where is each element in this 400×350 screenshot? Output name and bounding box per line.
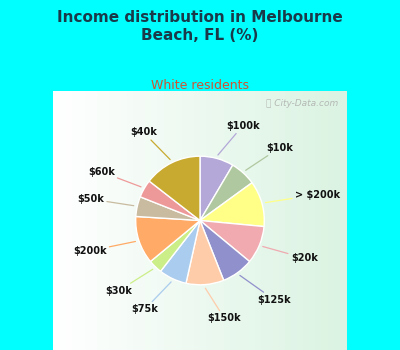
Text: $100k: $100k <box>218 121 260 155</box>
Bar <box>164 86 170 350</box>
Text: $125k: $125k <box>240 275 291 305</box>
Bar <box>54 86 60 350</box>
Bar <box>66 86 72 350</box>
Bar <box>297 86 303 350</box>
Bar <box>145 86 152 350</box>
Bar <box>267 86 273 350</box>
Bar <box>261 86 267 350</box>
Bar <box>279 86 285 350</box>
Wedge shape <box>160 220 200 283</box>
Bar <box>170 86 176 350</box>
Bar <box>248 86 255 350</box>
Wedge shape <box>140 181 200 220</box>
Text: Income distribution in Melbourne
Beach, FL (%): Income distribution in Melbourne Beach, … <box>57 10 343 43</box>
Bar <box>334 86 340 350</box>
Bar <box>127 86 133 350</box>
Bar <box>194 86 200 350</box>
Text: $50k: $50k <box>77 194 134 206</box>
Bar <box>315 86 322 350</box>
Bar <box>121 86 127 350</box>
Bar <box>97 86 103 350</box>
Bar <box>236 86 242 350</box>
Text: > $200k: > $200k <box>266 190 340 203</box>
Bar <box>346 86 352 350</box>
Wedge shape <box>136 216 200 261</box>
Wedge shape <box>200 183 264 226</box>
Wedge shape <box>136 197 200 220</box>
Bar <box>255 86 261 350</box>
Text: $20k: $20k <box>263 246 318 263</box>
Bar <box>328 86 334 350</box>
Bar <box>218 86 224 350</box>
Bar <box>60 86 66 350</box>
Bar <box>139 86 145 350</box>
Wedge shape <box>200 165 252 220</box>
Bar <box>182 86 188 350</box>
Text: White residents: White residents <box>151 79 249 92</box>
Bar <box>285 86 291 350</box>
Bar <box>303 86 309 350</box>
Text: $200k: $200k <box>73 241 136 256</box>
Text: $30k: $30k <box>105 269 153 296</box>
Bar <box>133 86 139 350</box>
Text: $60k: $60k <box>88 167 141 187</box>
Bar <box>109 86 115 350</box>
Bar <box>103 86 109 350</box>
Bar <box>309 86 315 350</box>
Text: $10k: $10k <box>246 143 293 170</box>
Bar <box>322 86 328 350</box>
Text: $75k: $75k <box>131 282 171 314</box>
Bar <box>158 86 164 350</box>
Bar <box>200 86 206 350</box>
Bar <box>176 86 182 350</box>
Wedge shape <box>150 220 200 271</box>
Bar <box>91 86 97 350</box>
Bar <box>340 86 346 350</box>
Bar <box>48 86 54 350</box>
Text: $150k: $150k <box>205 288 241 323</box>
Bar <box>242 86 248 350</box>
Text: ⓘ City-Data.com: ⓘ City-Data.com <box>266 99 338 108</box>
Bar <box>152 86 158 350</box>
Bar <box>72 86 78 350</box>
Bar <box>291 86 297 350</box>
Text: $40k: $40k <box>130 127 170 160</box>
Bar <box>224 86 230 350</box>
Wedge shape <box>200 220 264 261</box>
Bar <box>212 86 218 350</box>
Bar <box>230 86 236 350</box>
Bar <box>78 86 85 350</box>
Bar <box>273 86 279 350</box>
Bar <box>206 86 212 350</box>
Wedge shape <box>200 220 250 280</box>
Wedge shape <box>186 220 224 285</box>
Bar <box>85 86 91 350</box>
Wedge shape <box>149 156 200 220</box>
Wedge shape <box>200 156 233 220</box>
Bar <box>115 86 121 350</box>
Bar <box>188 86 194 350</box>
